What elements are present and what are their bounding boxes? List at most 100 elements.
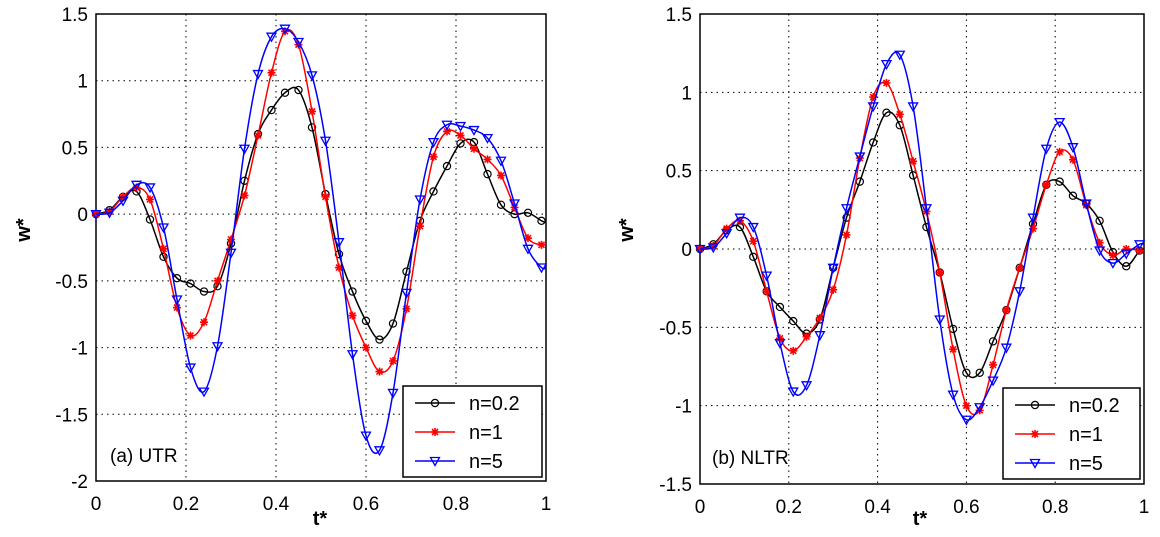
- triangle-marker: [429, 456, 441, 467]
- triangle-marker: [840, 204, 853, 215]
- triangle-marker: [934, 315, 946, 326]
- star-marker: [789, 346, 798, 355]
- star-marker: [200, 318, 208, 327]
- star-marker: [1002, 306, 1011, 315]
- x-tick-label: 0.4: [263, 494, 290, 515]
- triangle-marker: [414, 195, 426, 206]
- triangle-marker: [252, 69, 264, 80]
- triangle-marker: [454, 121, 467, 132]
- star-marker: [213, 276, 222, 285]
- triangle-marker: [907, 102, 919, 113]
- series-line: [699, 51, 1145, 421]
- star-marker: [159, 244, 168, 253]
- triangle-marker: [495, 156, 507, 167]
- triangle-marker: [157, 223, 170, 234]
- star-marker: [173, 303, 181, 312]
- triangle-marker: [535, 263, 548, 274]
- y-tick-label: -2: [71, 472, 88, 493]
- series-n=1: [696, 78, 1145, 416]
- star-marker: [962, 401, 971, 410]
- legend-entry: n=0.2: [1069, 395, 1120, 417]
- triangle-marker: [306, 71, 318, 82]
- circle-marker: [186, 279, 195, 288]
- x-axis-label: t*: [913, 508, 928, 530]
- star-marker: [749, 237, 758, 246]
- y-tick-label: 0: [681, 240, 692, 261]
- x-tick-label: 0.2: [173, 494, 199, 515]
- star-marker: [842, 230, 851, 239]
- plot-frame: [95, 13, 547, 482]
- triangle-marker: [721, 229, 733, 240]
- y-tick-label: 1: [77, 72, 88, 93]
- circle-marker: [388, 319, 398, 328]
- circle-marker: [375, 335, 384, 344]
- star-marker: [1108, 251, 1117, 260]
- star-marker: [240, 191, 249, 200]
- star-marker: [735, 216, 744, 225]
- circle-marker: [1055, 177, 1064, 186]
- x-tick-label: 0.6: [953, 497, 979, 518]
- star-marker: [281, 27, 289, 36]
- triangle-marker: [481, 133, 494, 144]
- circle-marker: [348, 287, 357, 296]
- circle-marker: [962, 368, 971, 377]
- circle-marker: [496, 200, 506, 210]
- triangle-marker: [1014, 287, 1026, 298]
- x-tick-label: 0.6: [353, 494, 379, 515]
- triangle-marker: [1080, 199, 1092, 210]
- series-line: [95, 86, 547, 341]
- star-marker: [254, 131, 262, 140]
- triangle-marker: [1040, 144, 1052, 155]
- legend: n=0.2 n=1 n=5: [402, 385, 543, 478]
- circle-marker: [294, 85, 303, 95]
- series-n=0.2: [695, 108, 1145, 379]
- triangle-marker: [279, 24, 291, 35]
- star-marker: [802, 332, 811, 341]
- triangle-marker: [225, 248, 237, 259]
- chart-panel-2: 0 0.2 0.4 0.6 0.8 1 -1.5 -1 -0.5 0 0.5 1 1.5 (b) NLTR…: [616, 5, 1149, 530]
- star-marker: [882, 78, 891, 87]
- star-marker: [92, 210, 100, 219]
- triangle-marker: [920, 204, 933, 215]
- star-marker: [709, 241, 718, 250]
- star-marker: [1015, 263, 1024, 272]
- chart-panel-1: 0 0.2 0.4 0.6 0.8 1 -2 -1.5 -1 -0.5 0 0.5 1 1.5 (a) UT…: [13, 5, 551, 530]
- circle-marker: [537, 216, 546, 226]
- star-marker: [335, 263, 343, 272]
- star-marker: [1042, 180, 1051, 189]
- series-n=5: [694, 50, 1146, 426]
- star-marker: [362, 343, 370, 352]
- x-tick-label: 1: [1139, 497, 1150, 518]
- star-marker: [524, 234, 532, 243]
- legend-entry: n=1: [1069, 424, 1103, 446]
- series-n=1: [92, 27, 547, 376]
- star-marker: [308, 107, 316, 116]
- y-tick-label: 0: [77, 205, 88, 226]
- star-marker: [443, 127, 451, 136]
- star-marker: [105, 207, 114, 216]
- triangle-marker: [90, 209, 102, 220]
- star-marker: [348, 311, 357, 320]
- star-marker: [935, 268, 944, 277]
- triangle-marker: [1093, 246, 1106, 257]
- triangle-marker: [265, 32, 278, 43]
- y-axis-label: w*: [616, 218, 638, 243]
- triangle-marker: [1029, 458, 1041, 469]
- star-marker: [402, 304, 411, 313]
- circle-marker: [1068, 191, 1078, 200]
- x-tick-label: 0: [695, 497, 706, 518]
- series-n=5: [90, 24, 548, 457]
- star-marker: [456, 131, 465, 140]
- star-marker: [762, 287, 771, 296]
- triangle-marker: [960, 415, 973, 426]
- star-marker: [497, 171, 505, 180]
- star-marker: [431, 428, 439, 436]
- star-marker: [869, 93, 878, 102]
- legend-entry: n=5: [469, 451, 503, 473]
- triangle-marker: [184, 363, 197, 374]
- circle-marker: [280, 88, 290, 97]
- x-axis-label: t*: [313, 508, 328, 530]
- x-tick-label: 0.8: [1042, 497, 1068, 518]
- circle-marker: [523, 208, 533, 218]
- star-marker: [227, 235, 235, 244]
